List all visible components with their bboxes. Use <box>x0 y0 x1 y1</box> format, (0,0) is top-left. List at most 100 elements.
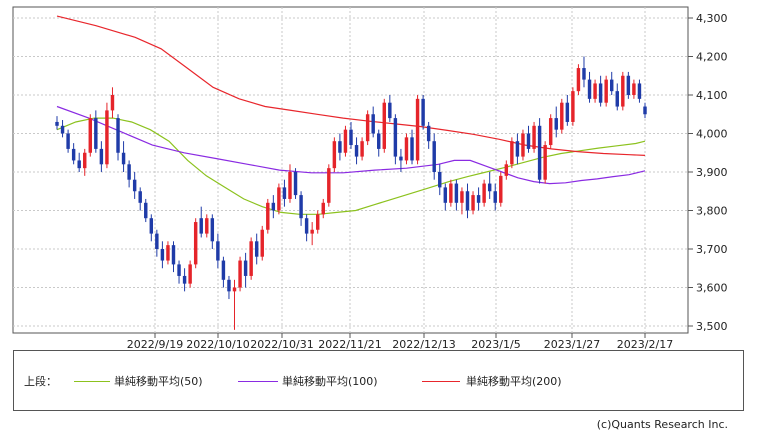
candle-body <box>415 98 420 161</box>
x-tick-label: 2023/1/5 <box>471 338 520 350</box>
candle-body <box>637 83 642 99</box>
candle-body <box>609 79 614 92</box>
y-tick-label: 3,800 <box>696 205 728 218</box>
candle-body <box>587 79 592 99</box>
candle-body <box>55 121 59 126</box>
credit-text: (c)Quants Research Inc. <box>596 418 728 431</box>
candle-body <box>321 202 325 215</box>
candle-body <box>343 129 348 153</box>
candlesticks <box>55 56 647 330</box>
candle-body <box>410 137 414 161</box>
candle-body <box>476 195 481 203</box>
candle-body <box>66 133 70 149</box>
candle-body <box>565 102 570 122</box>
candle-body <box>598 83 603 103</box>
candle-body <box>388 102 392 119</box>
candle-body <box>327 168 331 203</box>
candle-body <box>404 137 409 161</box>
candle-body <box>515 141 520 157</box>
candle-body <box>349 129 353 146</box>
candle-body <box>438 172 442 188</box>
candle-body <box>254 241 259 257</box>
candle-body <box>532 125 536 149</box>
x-tick-label: 2022/10/10 <box>186 338 249 350</box>
candle-body <box>421 98 425 126</box>
candle-body <box>149 218 154 234</box>
candle-body <box>77 160 81 169</box>
candle-body <box>360 141 364 157</box>
candle-body <box>443 187 448 203</box>
candle-body <box>371 114 375 134</box>
candle-body <box>582 68 586 80</box>
candle-body <box>88 118 93 153</box>
candle-body <box>166 245 170 261</box>
y-axis: 4,300 4,200 4,100 4,000 3,900 3,800 3,700 3,600… <box>688 12 728 333</box>
candle-body <box>604 79 608 103</box>
candle-body <box>482 183 486 203</box>
candle-body <box>399 156 403 161</box>
candle-body <box>260 229 264 257</box>
candle-body <box>465 191 470 211</box>
candle-body <box>393 118 398 157</box>
candle-body <box>510 141 514 165</box>
candle-body <box>243 260 248 276</box>
x-tick-label: 2022/11/21 <box>318 338 381 350</box>
candle-body <box>293 172 298 196</box>
x-axis: 2022/9/19 2022/10/10 2022/10/31 2022/11/21 2… <box>127 333 673 350</box>
candle-body <box>377 133 381 149</box>
candle-body <box>177 264 181 276</box>
ma-line-100 <box>56 105 646 185</box>
candle-body <box>105 110 109 165</box>
candle-body <box>116 118 120 153</box>
candle-body <box>615 91 619 107</box>
x-tick-label: 2022/10/31 <box>250 338 313 350</box>
candle-body <box>205 218 209 234</box>
legend-row: 上段： 単純移動平均(50) 単純移動平均(100) 単純移動平均(200) <box>24 373 733 389</box>
x-tick-label: 2023/2/17 <box>617 338 673 350</box>
candle-body <box>560 102 564 130</box>
candle-body <box>365 114 370 142</box>
y-tick-label: 4,300 <box>696 12 728 25</box>
x-tick-label: 2022/9/19 <box>127 338 183 350</box>
y-tick-label: 4,200 <box>696 51 728 64</box>
candle-body <box>537 125 542 180</box>
candle-body <box>188 264 192 284</box>
candle-body <box>277 187 281 211</box>
candle-body <box>83 152 87 169</box>
legend-swatch-ma200 <box>422 381 460 382</box>
candle-body <box>227 279 231 292</box>
candle-body <box>288 172 292 199</box>
candle-body <box>626 75 631 95</box>
candle-body <box>216 241 220 261</box>
candle-body <box>121 152 126 165</box>
candle-body <box>238 260 242 288</box>
candle-body <box>221 260 226 280</box>
candle-body <box>449 183 453 203</box>
candle-body <box>354 145 359 157</box>
candle-body <box>71 148 76 161</box>
candle-body <box>432 141 436 172</box>
candle-body <box>315 214 320 230</box>
candle-body <box>426 125 431 142</box>
x-tick-label: 2022/12/13 <box>392 338 455 350</box>
candle-body <box>60 125 65 134</box>
legend-swatch-ma50 <box>74 381 110 382</box>
candle-body <box>132 179 137 192</box>
candle-body <box>138 191 142 203</box>
candle-body <box>460 191 464 203</box>
candle-body <box>182 275 187 284</box>
price-chart: 4,300 4,200 4,100 4,000 3,900 3,800 3,700 3,600… <box>12 6 728 350</box>
candle-body <box>382 102 387 149</box>
y-tick-label: 4,000 <box>696 128 728 141</box>
candle-body <box>266 202 270 230</box>
candle-body <box>110 95 115 111</box>
candle-body <box>155 233 159 249</box>
candle-body <box>576 68 581 92</box>
candle-body <box>171 245 176 265</box>
legend-swatch-ma100 <box>238 381 278 382</box>
candle-body <box>571 91 575 122</box>
candle-body <box>493 191 497 203</box>
candle-body <box>304 218 309 234</box>
candle-body <box>282 187 287 199</box>
candle-body <box>332 141 337 169</box>
